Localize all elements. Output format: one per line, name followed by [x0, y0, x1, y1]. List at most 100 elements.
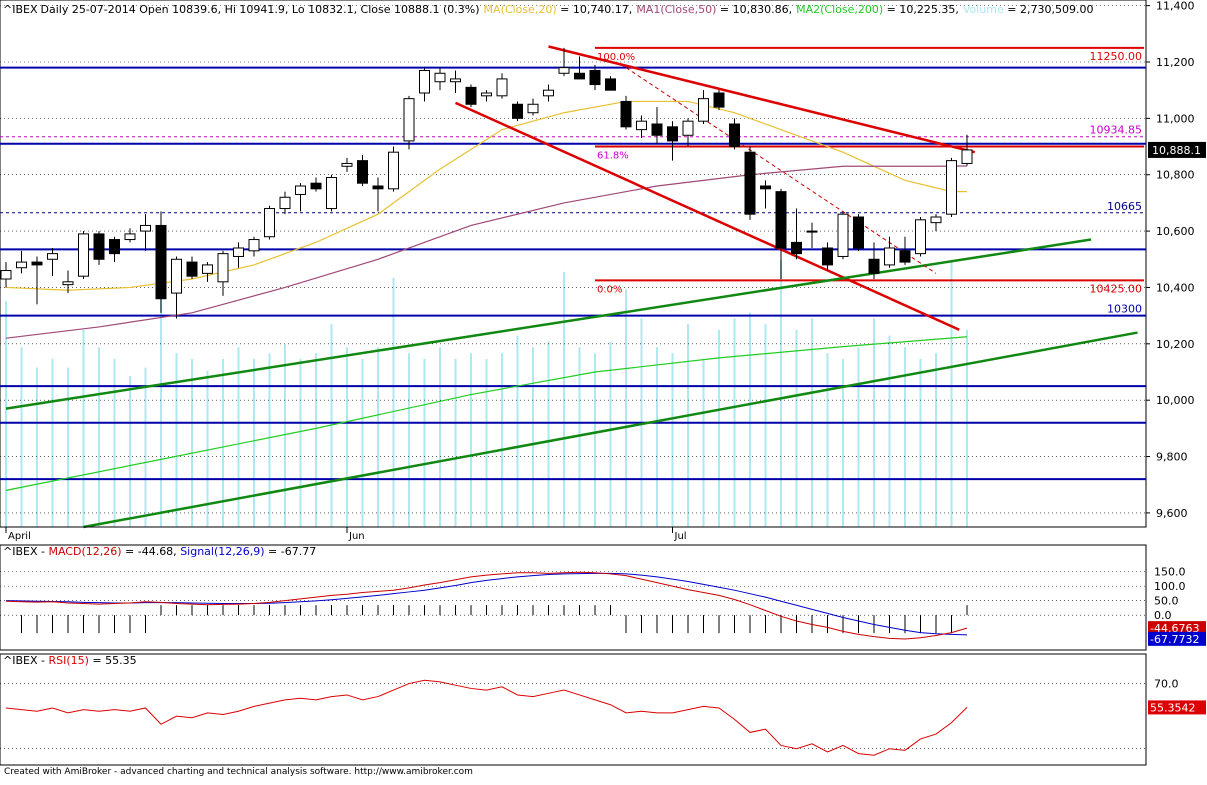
candle-down	[93, 233, 105, 260]
ma200-value: = 10,225.35,	[883, 3, 959, 16]
candle-down	[589, 69, 601, 86]
candle-up	[248, 239, 260, 252]
candle-down	[605, 78, 616, 91]
last-price-box	[1148, 141, 1206, 158]
candle-up	[884, 247, 895, 266]
candle-up	[388, 151, 399, 190]
rsi-value: = 55.35	[89, 654, 137, 667]
candle-up	[698, 98, 709, 122]
candle-up	[961, 149, 973, 164]
candle-down	[744, 151, 756, 215]
level-label: 10300	[1107, 303, 1142, 316]
price-tick-label: 10,200	[1156, 338, 1195, 351]
macd-value: = -44.68,	[122, 545, 181, 558]
candle-down	[667, 126, 678, 142]
rsi-panel-frame	[0, 653, 1147, 766]
candle-up	[450, 78, 461, 83]
rsi-label: RSI(15)	[48, 654, 88, 667]
candle-down	[186, 261, 198, 277]
macd-last-box	[1148, 621, 1206, 636]
candle-down	[574, 72, 585, 80]
candle-down	[651, 123, 663, 136]
date-tick-label: April	[8, 531, 31, 542]
price-tick-label: 11,000	[1156, 112, 1195, 125]
price-axis: 9,600 9,800 10,000 10,200 10,400 10,600 10,800…	[1146, 0, 1206, 520]
candle-down	[31, 261, 43, 266]
macd-tick-label: 50.0	[1154, 595, 1179, 608]
trendline	[625, 67, 937, 274]
signal-label: Signal(12,26,9)	[180, 545, 264, 558]
candle-up	[264, 208, 275, 238]
macd-tick-label: 100.0	[1154, 580, 1186, 593]
ma20-value: = 10,740.17,	[557, 3, 633, 16]
candle-up	[295, 185, 306, 195]
price-tick-label: 10,800	[1156, 169, 1195, 182]
volume-label: Volume	[963, 3, 1004, 16]
fib-right-label: 11250.00	[1090, 50, 1143, 63]
candle-down	[868, 258, 880, 274]
price-tick-label: 9,800	[1156, 451, 1188, 464]
trendline	[454, 101, 960, 331]
candle-up	[78, 233, 89, 277]
price-tick-label: 10,400	[1156, 281, 1195, 294]
fib-right-label: 10425.00	[1090, 282, 1143, 295]
level-label: 10665	[1107, 200, 1142, 213]
candle-up	[279, 196, 291, 210]
level-label: 10934.85	[1090, 124, 1143, 137]
candle-up	[140, 224, 151, 232]
candle-up	[217, 253, 229, 283]
candle-up	[326, 177, 337, 210]
candle-down	[620, 100, 632, 128]
price-tick-label: 11,200	[1156, 56, 1195, 69]
signal-last-label: -67.7732	[1150, 633, 1199, 646]
candle-up	[682, 120, 694, 136]
candle-up	[543, 89, 554, 97]
candle-up	[930, 216, 942, 224]
candle-up	[806, 230, 818, 233]
candle-down	[109, 239, 120, 255]
price-grid	[0, 5, 1146, 514]
candle-up	[481, 92, 492, 97]
candle-down	[729, 123, 740, 148]
candle-up	[915, 219, 926, 255]
candle-up	[527, 103, 539, 114]
info-text: Daily 25-07-2014 Open 10839.6, Hi 10941.…	[41, 3, 480, 16]
macd-header: ^IBEX - MACD(12,26) = -44.68, Signal(12,…	[3, 545, 316, 558]
candle-up	[16, 261, 27, 269]
price-tick-label: 9,600	[1156, 507, 1188, 520]
trendline	[5, 238, 1092, 410]
candle-up	[341, 162, 353, 167]
candle-down	[899, 250, 911, 263]
ma50-label: MA1(Close,50)	[636, 3, 716, 16]
price-tick-label: 10,600	[1156, 225, 1195, 238]
last-price-label: 10,888.1	[1152, 144, 1201, 157]
candle-up	[62, 281, 74, 286]
trendlines	[5, 45, 1138, 529]
macd-label: MACD(12,26)	[48, 545, 121, 558]
candles	[0, 47, 973, 319]
rsi-line	[5, 679, 968, 756]
price-tick-label: 10,000	[1156, 394, 1195, 407]
ma20-label: MA(Close,20)	[484, 3, 557, 16]
rsi-header: ^IBEX - RSI(15) = 55.35	[3, 654, 137, 667]
price-tick-label: 11,400	[1156, 0, 1195, 13]
candle-up	[496, 78, 508, 97]
candle-up	[202, 264, 213, 274]
candle-down	[791, 241, 802, 255]
fib-left-label: 100.0%	[597, 52, 635, 63]
candle-down	[760, 185, 771, 190]
horizontal-levels: 10300 10665 10934.85 100.0% 11250.00 0.0% 1042…	[0, 46, 1146, 481]
date-tick-label: Jul	[674, 531, 687, 542]
macd-symbol: ^IBEX -	[3, 545, 48, 558]
ma200-line	[5, 336, 968, 491]
ma50-value: = 10,830.86,	[716, 3, 792, 16]
candle-up	[47, 253, 58, 260]
candle-down	[155, 224, 167, 300]
macd-line	[5, 571, 968, 640]
date-axis: April Jun Jul	[0, 526, 1146, 542]
signal-value: = -67.77	[265, 545, 317, 558]
signal-last-box	[1148, 631, 1206, 646]
candle-up	[419, 69, 430, 94]
